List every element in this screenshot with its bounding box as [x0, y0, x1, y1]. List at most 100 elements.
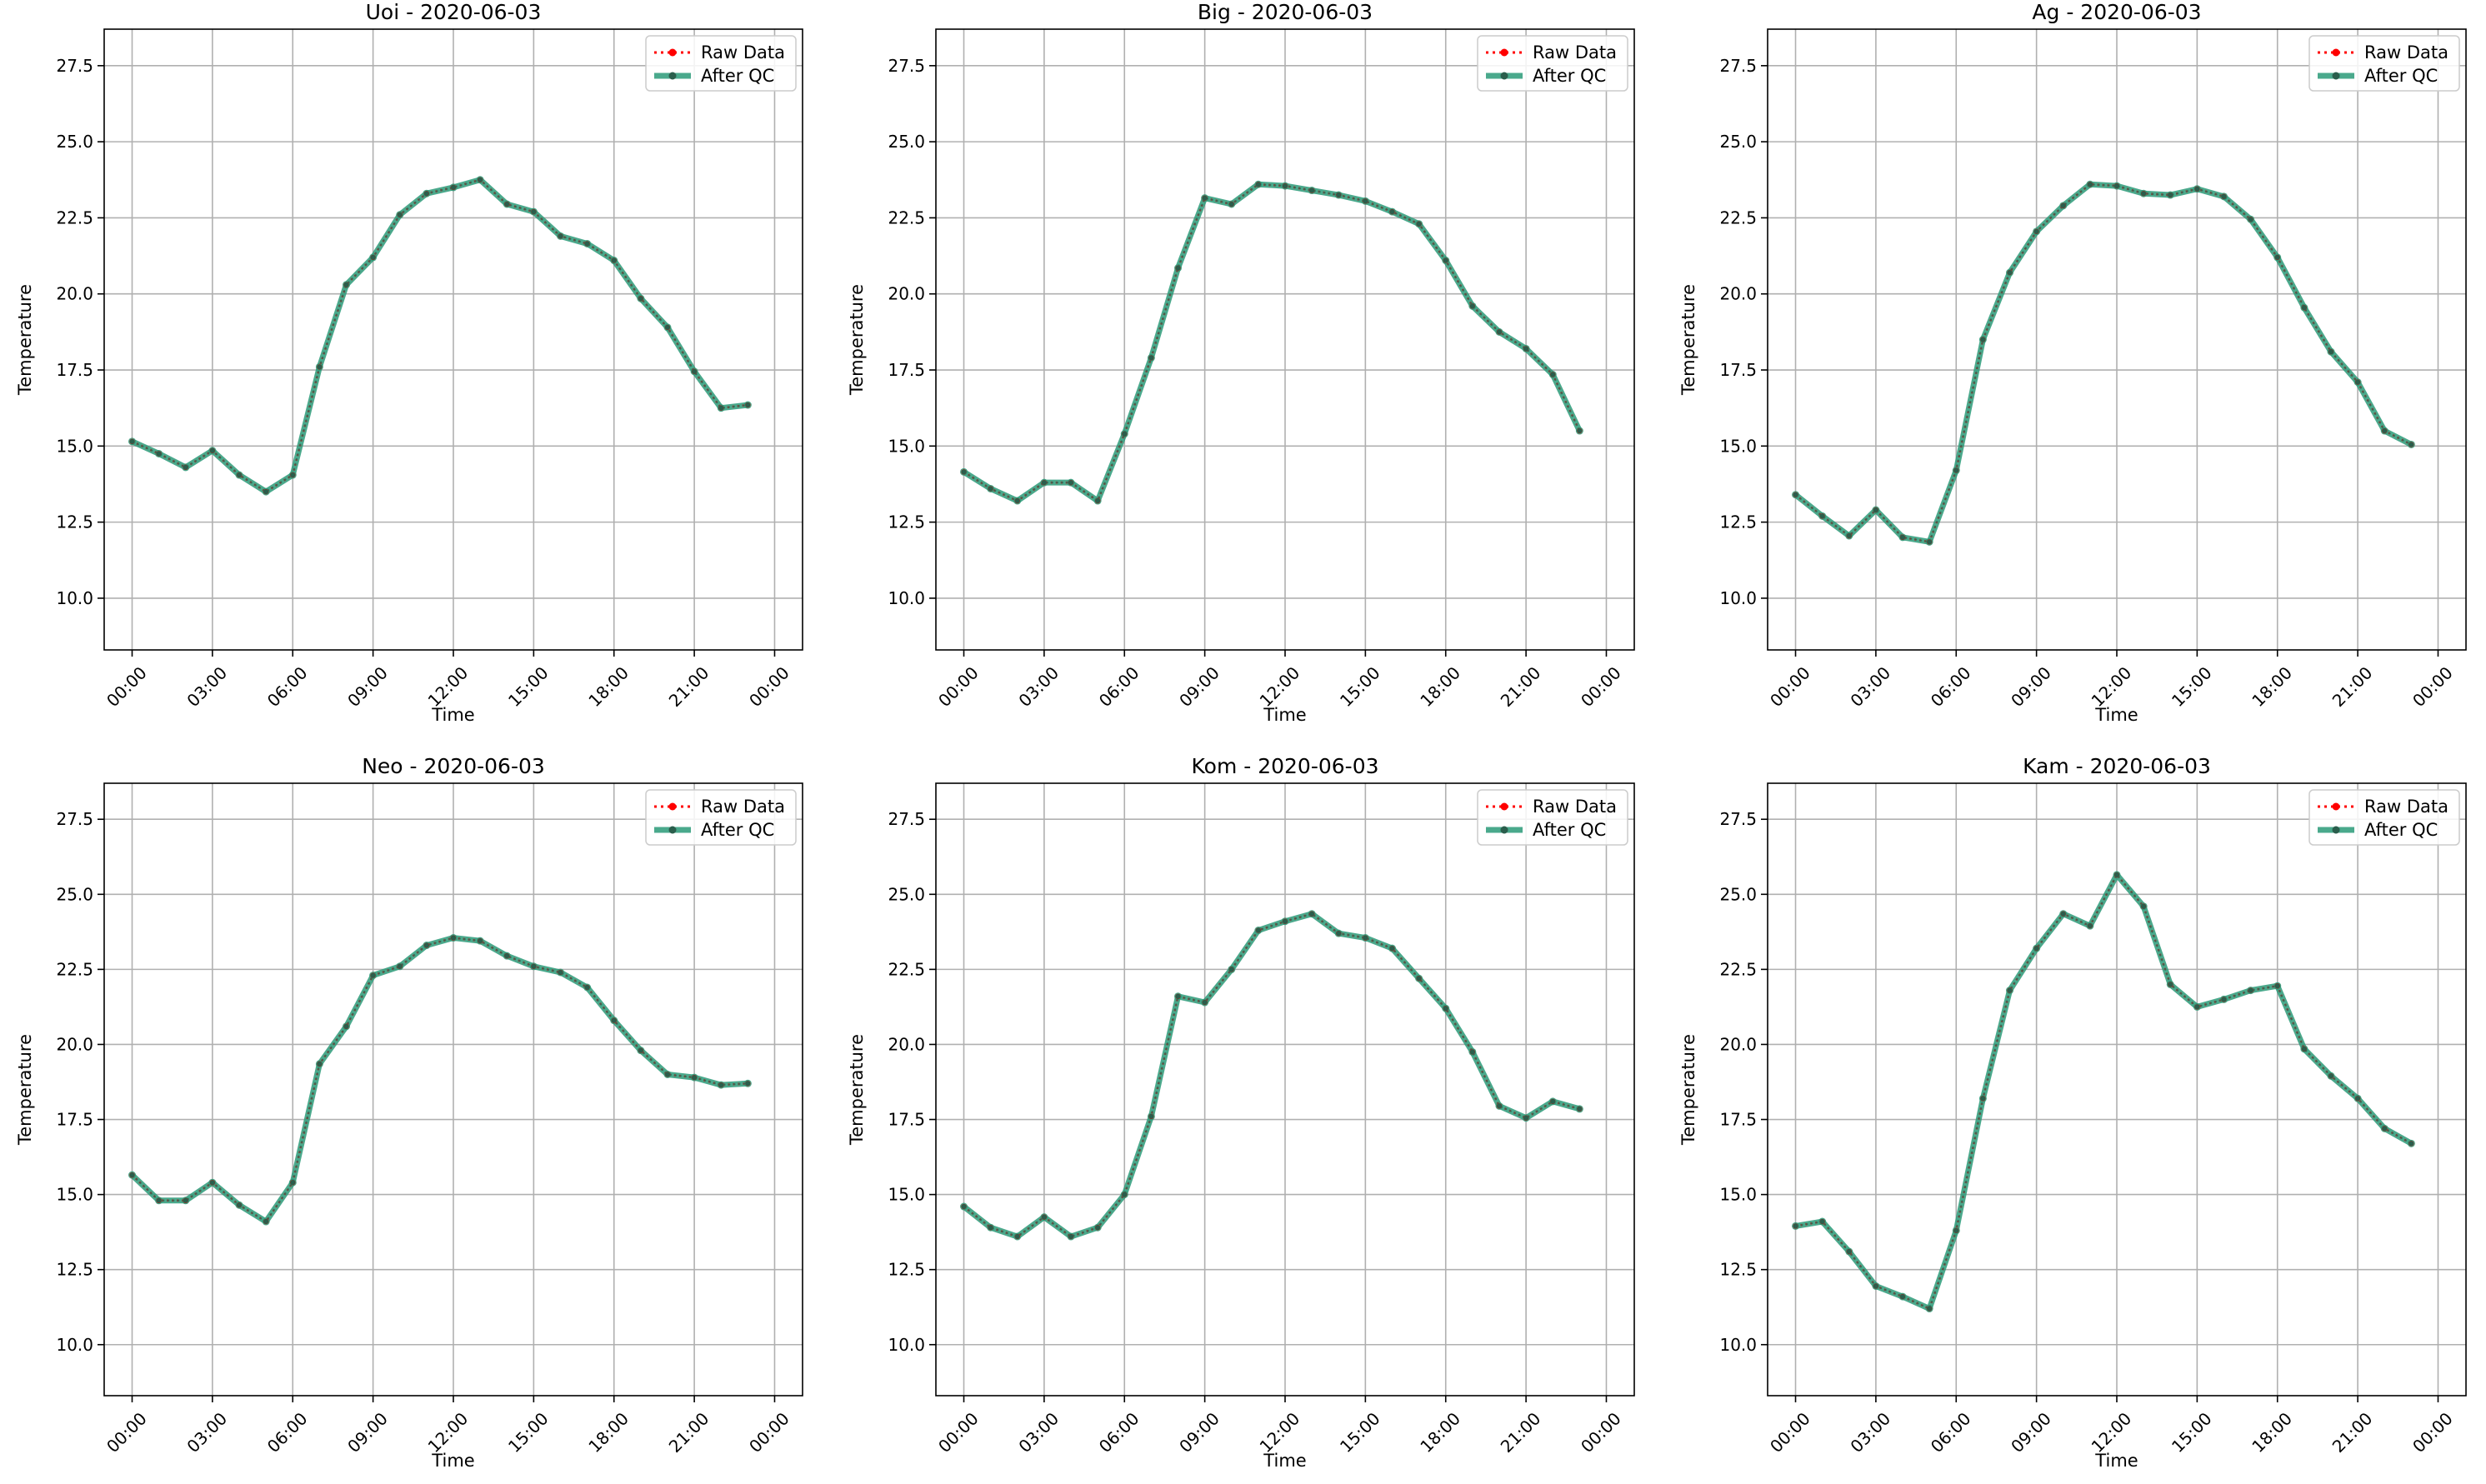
data-point-overlay [2033, 228, 2039, 234]
legend: Raw Data After QC [2308, 789, 2460, 846]
data-point-overlay [129, 438, 135, 444]
data-point-overlay [2301, 305, 2307, 311]
data-point-overlay [1819, 1219, 1825, 1225]
data-point-overlay [1496, 329, 1502, 335]
data-point-overlay [1550, 372, 1556, 377]
data-point-overlay [1793, 492, 1798, 497]
series-line-after-qc [962, 181, 1583, 504]
x-tick-label: 12:00 [424, 1408, 473, 1457]
legend-label-raw-data: Raw Data [2364, 42, 2448, 62]
data-point-overlay [638, 296, 643, 302]
series-overlay [131, 937, 748, 1223]
y-tick-label: 12.5 [1719, 512, 1757, 532]
y-axis-label: Temperature [847, 1034, 867, 1146]
data-point-overlay [1953, 1227, 1959, 1233]
legend-marker-after-qc [668, 826, 677, 834]
y-tick-label: 22.5 [1719, 207, 1757, 227]
data-point-overlay [584, 985, 590, 990]
data-point-overlay [1469, 1049, 1475, 1055]
y-tick-label: 20.0 [888, 284, 925, 304]
data-point-overlay [2221, 997, 2227, 1002]
legend-label-after-qc: After QC [1533, 820, 1606, 840]
data-point-overlay [2007, 270, 2013, 276]
y-tick-label: 12.5 [56, 1260, 93, 1280]
x-tick-label: 00:00 [1766, 662, 1814, 711]
legend: Raw Data After QC [645, 35, 797, 92]
data-point-overlay [209, 447, 215, 453]
x-tick-label: 06:00 [1927, 662, 1975, 711]
data-point-overlay [156, 1197, 162, 1203]
data-point-overlay [745, 1081, 751, 1087]
data-point-overlay [290, 1180, 296, 1186]
x-tick-label: 21:00 [1497, 662, 1545, 711]
grid [104, 29, 803, 650]
x-tick-label: 03:00 [1846, 1408, 1894, 1457]
x-tick-label: 00:00 [1766, 1408, 1814, 1457]
data-point-overlay [611, 1017, 617, 1023]
y-tick-label: 10.0 [1719, 1335, 1757, 1355]
series-group [1792, 871, 2415, 1313]
data-point-overlay [2355, 1096, 2361, 1102]
x-axis-label: Time [2094, 1451, 2138, 1471]
data-point-overlay [664, 1072, 670, 1077]
y-tick-label: 25.0 [888, 132, 925, 152]
data-point-overlay [2141, 903, 2147, 909]
y-tick-label: 17.5 [56, 360, 93, 380]
data-point-overlay [1336, 931, 1342, 937]
legend-marker-raw-data [2332, 802, 2340, 811]
legend-label-after-qc: After QC [2364, 66, 2438, 86]
y-tick-label: 17.5 [888, 1110, 925, 1130]
y-tick-label: 15.0 [888, 1185, 925, 1205]
x-tick-label: 06:00 [1095, 1408, 1143, 1457]
y-tick-label: 20.0 [1719, 1034, 1757, 1054]
x-tick-label: 21:00 [2328, 1408, 2377, 1457]
data-point-overlay [1309, 187, 1315, 193]
chart-panel-5: 10.0 12.5 15.0 17.5 20.0 22.5 25.0 27.5 00:00 03:… [847, 754, 1635, 1471]
data-point-overlay [1148, 355, 1154, 361]
data-point-overlay [584, 241, 590, 247]
series-group [1792, 180, 2415, 546]
data-point-overlay [664, 324, 670, 330]
legend-label-raw-data: Raw Data [701, 42, 785, 62]
data-point-overlay [397, 963, 403, 969]
data-point-overlay [2274, 254, 2280, 260]
x-tick-label: 00:00 [934, 1408, 983, 1457]
data-point-overlay [638, 1047, 643, 1053]
chart-title: Kom - 2020-06-03 [1192, 754, 1379, 778]
x-tick-label: 03:00 [1846, 662, 1894, 711]
grid [1768, 783, 2466, 1396]
data-point-overlay [1122, 431, 1128, 437]
data-point-overlay [1416, 221, 1422, 227]
data-point-overlay [2248, 217, 2253, 222]
y-tick-label: 12.5 [1719, 1260, 1757, 1280]
data-point-overlay [1389, 946, 1395, 952]
legend-marker-after-qc [2332, 826, 2340, 834]
x-axis-label: Time [431, 705, 474, 725]
y-axis-label: Temperature [15, 284, 35, 396]
x-tick-label: 12:00 [424, 662, 473, 711]
data-point-overlay [1175, 265, 1181, 271]
data-point-overlay [2007, 987, 2013, 993]
data-point-overlay [1577, 1106, 1583, 1112]
data-point-overlay [1363, 198, 1368, 204]
data-point-overlay [1175, 993, 1181, 999]
y-tick-label: 17.5 [56, 1110, 93, 1130]
chart-panel-4: 10.0 12.5 15.0 17.5 20.0 22.5 25.0 27.5 00:00 03:… [15, 754, 803, 1471]
data-point-overlay [1846, 1249, 1852, 1255]
data-point-overlay [961, 1204, 967, 1210]
x-axis-label: Time [1263, 1451, 1306, 1471]
x-tick-label: 00:00 [2408, 662, 2457, 711]
legend-marker-after-qc [1500, 826, 1508, 834]
series-group [128, 934, 752, 1226]
legend-label-raw-data: Raw Data [1533, 797, 1617, 817]
chart-panel-3: 10.0 12.5 15.0 17.5 20.0 22.5 25.0 27.5 00:00 03:… [1678, 0, 2467, 725]
y-tick-label: 10.0 [888, 588, 925, 608]
y-tick-label: 22.5 [56, 959, 93, 979]
x-tick-label: 15:00 [2168, 1408, 2216, 1457]
data-point-overlay [2114, 183, 2119, 189]
data-point-overlay [558, 969, 563, 975]
x-tick-label: 03:00 [183, 662, 231, 711]
x-tick-label: 09:00 [343, 1408, 392, 1457]
data-point-overlay [1416, 976, 1422, 982]
legend: Raw Data After QC [645, 789, 797, 846]
